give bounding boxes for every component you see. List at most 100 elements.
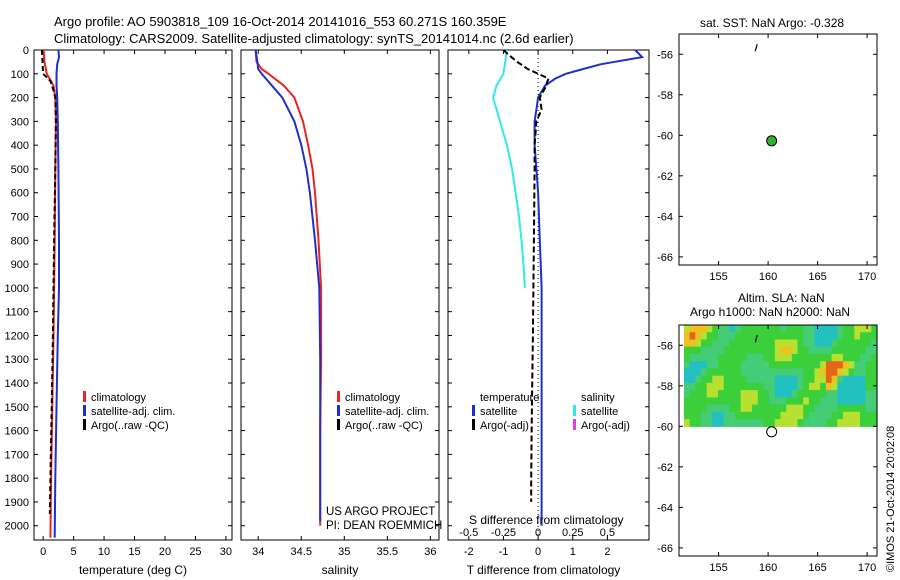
depth-tick-label: 500	[11, 164, 29, 176]
sla-heatmap-cell	[774, 382, 782, 391]
sla-heatmap-cell	[723, 397, 730, 406]
sla-heatmap-cell	[791, 353, 799, 362]
sla-heatmap-cell	[854, 382, 861, 391]
salinity-x-tick-label: 34.5	[291, 546, 312, 558]
legend-climatology: climatology	[91, 392, 147, 404]
sla-heatmap-cell	[746, 346, 753, 355]
sla-heatmap-cell	[825, 390, 833, 398]
sla-heatmap-cell	[820, 411, 827, 420]
sla-heatmap-cell	[757, 419, 765, 427]
sla-heatmap-cell	[803, 325, 810, 333]
sla-heatmap-cell	[752, 397, 759, 406]
sla-heatmap-cell	[842, 346, 850, 355]
depth-tick-label: 1300	[5, 354, 29, 366]
sla-heatmap-cell	[740, 397, 747, 406]
sla-heatmap-cell	[752, 404, 759, 413]
salinity-x-tick-label: 35	[338, 546, 350, 558]
sla-heatmap-cell	[769, 339, 776, 348]
sla-heatmap-cell	[701, 375, 708, 384]
sla-heatmap-cell	[842, 339, 850, 348]
sla-heatmap-cell	[763, 390, 770, 398]
sla-heatmap-cell	[723, 375, 730, 384]
sla-heatmap-cell	[689, 404, 696, 413]
sla-heatmap-cell	[712, 339, 719, 348]
sla-heatmap-cell	[820, 361, 827, 369]
sla-heatmap-cell	[718, 332, 725, 340]
sst_map-y-tick-label: -58	[657, 90, 673, 102]
sla-heatmap-cell	[786, 339, 793, 348]
difference-s-tick-label: 0	[535, 527, 541, 539]
sla-heatmap-cell	[860, 390, 867, 398]
sla-heatmap-cell	[825, 397, 833, 406]
depth-tick-label: 1700	[5, 449, 29, 461]
sla-heatmap-cell	[814, 390, 821, 398]
sla-heatmap-cell	[854, 411, 861, 420]
sla_map-y-tick-label: -60	[657, 421, 673, 433]
sla-heatmap-cell	[746, 404, 753, 413]
sla-heatmap-cell	[803, 332, 810, 340]
sla-heatmap-cell	[701, 368, 708, 377]
sla-heatmap-cell	[780, 361, 787, 369]
sla-heatmap-cell	[735, 353, 742, 362]
sla-heatmap-cell	[871, 419, 878, 427]
sla-heatmap-cell	[831, 325, 838, 333]
sla-heatmap-cell	[814, 397, 821, 406]
sla-heatmap-cell	[780, 397, 787, 406]
sla-heatmap-cell	[723, 361, 730, 369]
sla-heatmap-cell	[825, 353, 833, 362]
depth-tick-label: 900	[11, 259, 29, 271]
sla-heatmap-cell	[769, 375, 776, 384]
sla-heatmap-cell	[871, 411, 878, 420]
sla-heatmap-cell	[842, 390, 850, 398]
sla-heatmap-cell	[729, 404, 736, 413]
sla-heatmap-cell	[729, 397, 736, 406]
sla-heatmap-cell	[684, 339, 691, 348]
sla-heatmap-cell	[860, 339, 867, 348]
sla-heatmap-cell	[791, 368, 799, 377]
sla-heatmap-cell	[735, 375, 742, 384]
sla-heatmap-cell	[729, 375, 736, 384]
difference-x-axis-label: T difference from climatology	[467, 563, 621, 577]
sla-heatmap-cell	[871, 390, 878, 398]
difference-s-tick-label: -0.25	[491, 527, 516, 539]
sla-heatmap-cell	[808, 353, 816, 362]
sla-heatmap-cell	[797, 411, 804, 420]
pi-credit: PI: DEAN ROEMMICH	[326, 520, 443, 532]
sla-heatmap-cell	[865, 375, 872, 384]
sla_map-y-tick-label: -64	[657, 502, 673, 514]
sla-heatmap-cell	[797, 325, 804, 333]
sla-heatmap-cell	[797, 361, 804, 369]
sla-heatmap-cell	[706, 346, 713, 355]
sla-heatmap-cell	[774, 397, 782, 406]
sla-heatmap-cell	[746, 353, 753, 362]
sla-heatmap-cell	[871, 375, 878, 384]
sla-heatmap-cell	[808, 332, 816, 340]
sla-heatmap-cell	[752, 361, 759, 369]
sla-heatmap-cell	[757, 325, 765, 333]
sla-heatmap-cell	[786, 382, 793, 391]
sla-heatmap-cell	[757, 361, 765, 369]
sst_map-argo-position-marker	[766, 135, 778, 147]
sla-heatmap-cell	[706, 339, 713, 348]
sla-heatmap-cell	[860, 332, 867, 340]
sla-heatmap-cell	[820, 368, 827, 377]
sla-heatmap-cell	[791, 346, 799, 355]
sla-heatmap-cell	[848, 346, 855, 355]
sla-heatmap-cell	[763, 368, 770, 377]
sla-heatmap-cell	[797, 368, 804, 377]
sla-heatmap-cell	[706, 404, 713, 413]
sla-heatmap-cell	[695, 339, 702, 348]
sla-heatmap-cell	[769, 332, 776, 340]
sla-heatmap-cell	[712, 382, 719, 391]
sla-heatmap-cell	[746, 332, 753, 340]
legend-argo: Argo(..raw -QC)	[91, 420, 169, 432]
sla-heatmap-cell	[842, 325, 850, 333]
sla-heatmap-cell	[837, 411, 844, 420]
sla_map-x-tick-label: 155	[709, 562, 727, 574]
sla-heatmap-cell	[735, 339, 742, 348]
sla-heatmap-cell	[752, 390, 759, 398]
sla-heatmap-cell	[763, 411, 770, 420]
sla-heatmap-cell	[740, 390, 747, 398]
sla-heatmap-cell	[780, 375, 787, 384]
